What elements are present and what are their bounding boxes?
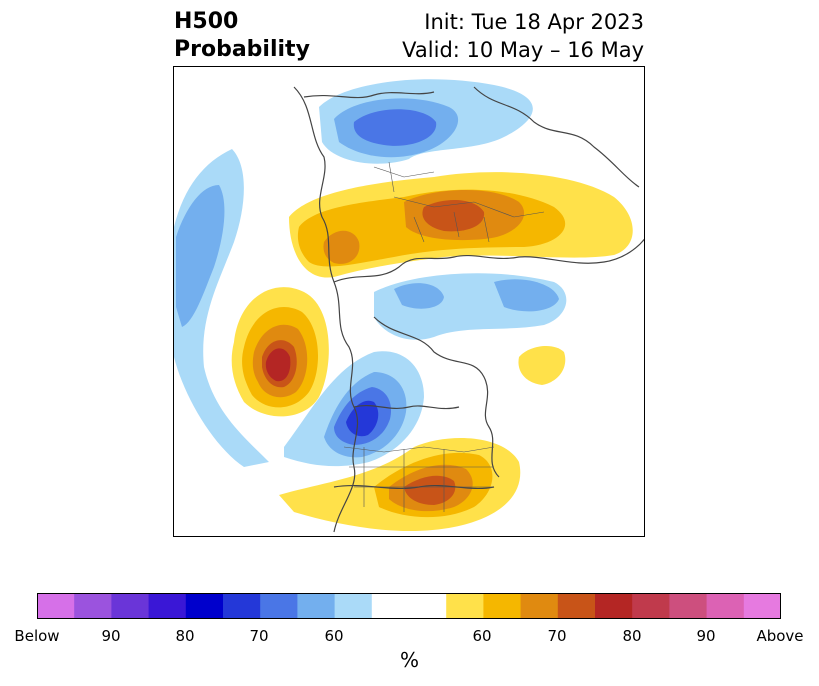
tick-label: 70 xyxy=(249,627,269,645)
colorbar-swatch xyxy=(148,593,187,619)
colorbar-swatch xyxy=(446,593,484,619)
tick-label: 60 xyxy=(324,627,344,645)
colorbar-swatch xyxy=(74,593,112,619)
probability-map xyxy=(173,66,645,537)
anomaly-scandinavia-blue-core xyxy=(353,109,437,146)
colorbar-tick-labels: Below 90 80 70 60 60 70 80 90 Above xyxy=(0,627,819,647)
tick-label: Above xyxy=(756,627,804,645)
title-quantity: Probability xyxy=(174,37,310,62)
colorbar-swatch xyxy=(520,593,559,619)
colorbar-swatch xyxy=(706,593,745,619)
anomaly-atlantic-yellow xyxy=(518,345,566,385)
map-title: H500 Probability xyxy=(174,8,310,64)
colorbar-swatch xyxy=(632,593,670,619)
colorbar xyxy=(37,593,781,619)
tick-label: Below xyxy=(14,627,60,645)
anomaly-arctic-blue-east xyxy=(494,279,559,312)
tick-label: 70 xyxy=(547,627,567,645)
colorbar-swatch xyxy=(557,593,596,619)
colorbar-swatch xyxy=(111,593,150,619)
anomaly-westna-blue-core xyxy=(346,400,379,437)
anomaly-pacific-red xyxy=(265,348,291,382)
colorbar-swatch xyxy=(669,593,708,619)
colorbar-swatch xyxy=(371,593,447,619)
tick-label: 80 xyxy=(622,627,642,645)
colorbar-swatch xyxy=(595,593,633,619)
tick-label: 80 xyxy=(175,627,195,645)
colorbar-swatch xyxy=(483,593,522,619)
colorbar-swatch xyxy=(223,593,261,619)
colorbar-border xyxy=(37,593,781,619)
anomaly-pacific-blue-core xyxy=(176,185,225,327)
valid-range: Valid: 10 May – 16 May xyxy=(402,38,644,62)
title-variable: H500 xyxy=(174,9,239,34)
date-info: Init: Tue 18 Apr 2023 Valid: 10 May – 16… xyxy=(402,8,644,64)
colorbar-swatch xyxy=(185,593,224,619)
tick-label: 90 xyxy=(101,627,121,645)
borders xyxy=(343,161,545,512)
colorbar-swatch xyxy=(743,593,781,619)
anomaly-west-gold-blob xyxy=(323,230,360,264)
colorbar-swatch xyxy=(297,593,336,619)
anomaly-arctic-blue-core xyxy=(394,283,444,309)
anomaly-siberia-rust xyxy=(422,200,485,232)
init-date: Init: Tue 18 Apr 2023 xyxy=(424,10,644,34)
colorbar-swatch xyxy=(37,593,75,619)
map-canvas xyxy=(174,79,644,533)
tick-label: 60 xyxy=(472,627,492,645)
tick-label: 90 xyxy=(696,627,716,645)
colorbar-swatch xyxy=(334,593,373,619)
colorbar-unit: % xyxy=(399,648,419,672)
colorbar-swatch xyxy=(260,593,298,619)
anomaly-eastna-rust xyxy=(404,475,456,505)
